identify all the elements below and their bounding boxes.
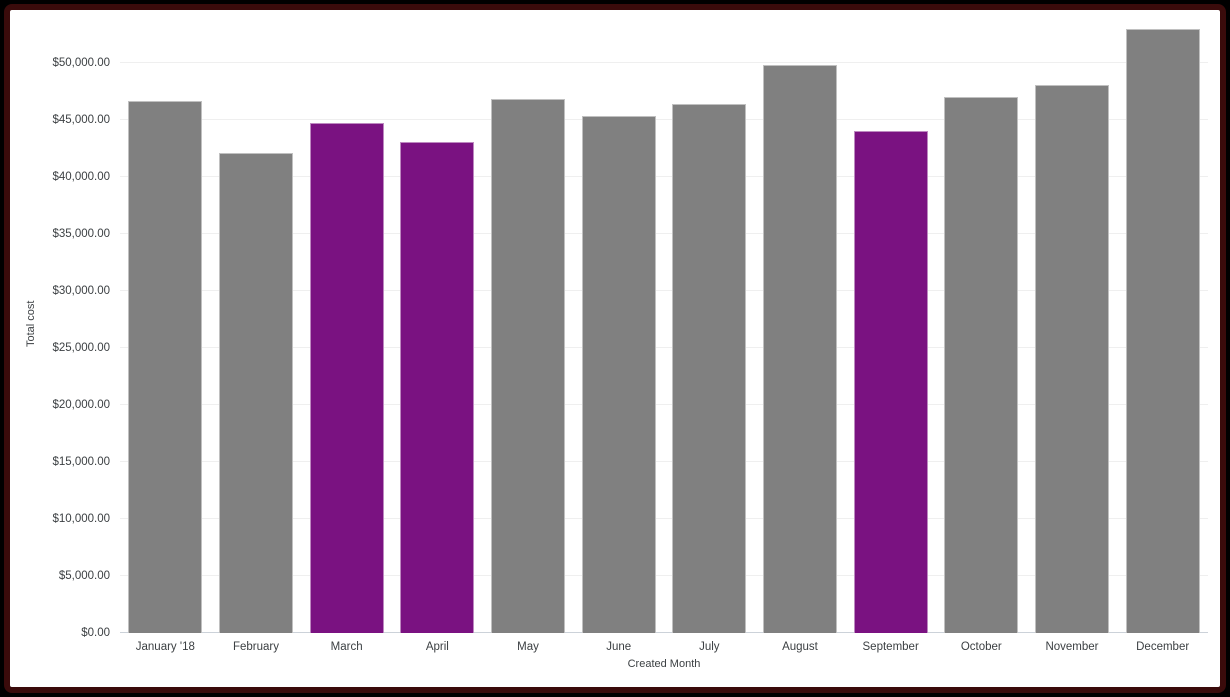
- plot-area: [120, 15, 1208, 633]
- x-tick-label: May: [517, 641, 539, 653]
- x-axis-title: Created Month: [627, 658, 701, 670]
- bar-december[interactable]: [1125, 29, 1200, 633]
- gridline-30000: [120, 290, 1208, 291]
- y-tick-label: $30,000.00: [52, 285, 110, 297]
- y-tick-label: $0.00: [81, 627, 110, 639]
- y-tick-label: $10,000.00: [52, 513, 110, 525]
- gridline-35000: [120, 233, 1208, 234]
- bar-august[interactable]: [763, 64, 837, 633]
- bar-september[interactable]: [853, 130, 928, 633]
- x-tick-label: December: [1136, 641, 1190, 653]
- x-tick-label: September: [862, 641, 919, 653]
- bar-july[interactable]: [672, 104, 747, 633]
- x-tick-label: November: [1045, 641, 1099, 653]
- x-tick-label: January '18: [135, 641, 195, 653]
- x-axis-tick-labels: January '18 February March April May June July…: [120, 640, 1208, 656]
- gridline-45000: [120, 119, 1208, 120]
- y-tick-label: $5,000.00: [58, 570, 110, 582]
- gridline-5000: [120, 575, 1208, 576]
- gridline-50000: [120, 62, 1208, 63]
- y-tick-label: $50,000.00: [52, 57, 110, 69]
- bar-april[interactable]: [400, 141, 475, 633]
- x-tick-label: March: [330, 641, 363, 653]
- gridline-20000: [120, 404, 1208, 405]
- y-tick-label: $15,000.00: [52, 456, 110, 468]
- y-tick-label: $40,000.00: [52, 171, 110, 183]
- x-tick-label: August: [782, 641, 818, 653]
- y-tick-label: $25,000.00: [52, 342, 110, 354]
- gridline-15000: [120, 461, 1208, 462]
- y-axis-tick-labels: $0.00 $5,000.00 $10,000.00 $15,000.00 $20,00…: [10, 15, 110, 639]
- chart-content: Total cost $0.00 $5,000.00 $10,000.00 $15,0…: [10, 10, 1220, 687]
- bar-november[interactable]: [1035, 85, 1109, 633]
- bar-june[interactable]: [581, 116, 656, 633]
- bar-february[interactable]: [219, 153, 293, 633]
- y-tick-label: $20,000.00: [52, 399, 110, 411]
- chart-card: Total cost $0.00 $5,000.00 $10,000.00 $15,0…: [4, 4, 1226, 693]
- bar-january-18[interactable]: [128, 101, 203, 633]
- x-axis-line: [120, 632, 1208, 633]
- y-tick-label: $45,000.00: [52, 114, 110, 126]
- gridline-10000: [120, 518, 1208, 519]
- y-tick-label: $35,000.00: [52, 228, 110, 240]
- x-tick-label: April: [425, 641, 449, 653]
- x-tick-label: February: [232, 641, 279, 653]
- x-tick-label: October: [960, 641, 1002, 653]
- bar-march[interactable]: [309, 122, 384, 633]
- x-tick-label: June: [606, 641, 632, 653]
- gridline-25000: [120, 347, 1208, 348]
- bar-may[interactable]: [491, 98, 565, 633]
- x-tick-label: July: [699, 641, 720, 653]
- gridline-40000: [120, 176, 1208, 177]
- bar-october[interactable]: [944, 96, 1019, 633]
